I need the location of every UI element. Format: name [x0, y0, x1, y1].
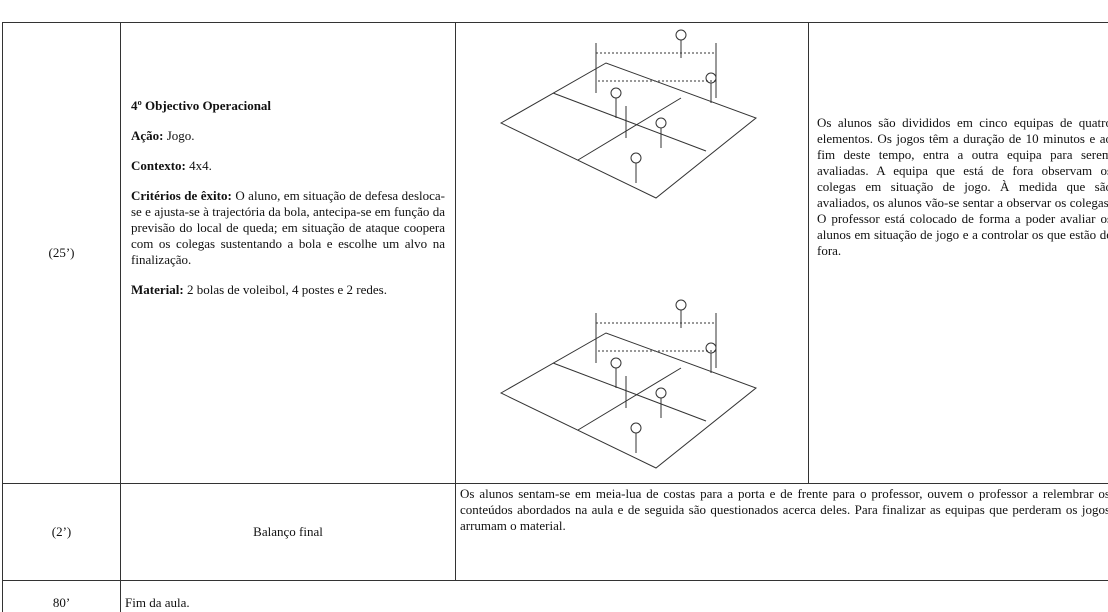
time-cell: (2’): [2, 483, 121, 581]
item-label: Contexto:: [131, 158, 186, 173]
objective-item: Contexto: 4x4.: [131, 158, 445, 174]
time-cell: 80’: [2, 580, 121, 612]
activity: Fim da aula.: [125, 595, 190, 610]
item-text: O aluno, em situação de defesa desloca-s…: [131, 188, 445, 267]
court-drawing: [499, 29, 758, 199]
objective-item: Material: 2 bolas de voleibol, 4 postes …: [131, 282, 445, 298]
description: Os alunos sentam-se em meia-lua de costa…: [460, 486, 1108, 533]
item-text: 4x4.: [189, 158, 212, 173]
item-label: Critérios de êxito:: [131, 188, 232, 203]
time-cell: (25’): [2, 22, 121, 484]
item-label: Ação:: [131, 128, 164, 143]
activity-cell: Fim da aula.: [120, 580, 1108, 612]
court-drawings: [499, 29, 758, 469]
activity-cell: Balanço final: [120, 483, 456, 581]
time: 80’: [52, 595, 71, 610]
item-text: Jogo.: [166, 128, 195, 143]
time: (25’): [48, 245, 75, 260]
objective-cell: 4º Objectivo Operacional Ação: Jogo. Con…: [120, 22, 456, 484]
objective-item: Ação: Jogo.: [131, 128, 445, 144]
item-text: 2 bolas de voleibol, 4 postes e 2 redes.: [186, 282, 387, 297]
description: Os alunos são divididos em cinco equipas…: [817, 115, 1108, 258]
objective-item: Critérios de êxito: O aluno, em situação…: [131, 188, 445, 268]
description-cell: Os alunos sentam-se em meia-lua de costa…: [455, 483, 1108, 581]
court-drawing: [499, 299, 758, 469]
activity: Balanço final: [253, 524, 323, 539]
objective-title: 4º Objectivo Operacional: [131, 98, 272, 113]
item-label: Material:: [131, 282, 184, 297]
drawing-cell: [455, 22, 809, 484]
description-cell: Os alunos são divididos em cinco equipas…: [808, 22, 1108, 484]
time: (2’): [51, 524, 72, 539]
